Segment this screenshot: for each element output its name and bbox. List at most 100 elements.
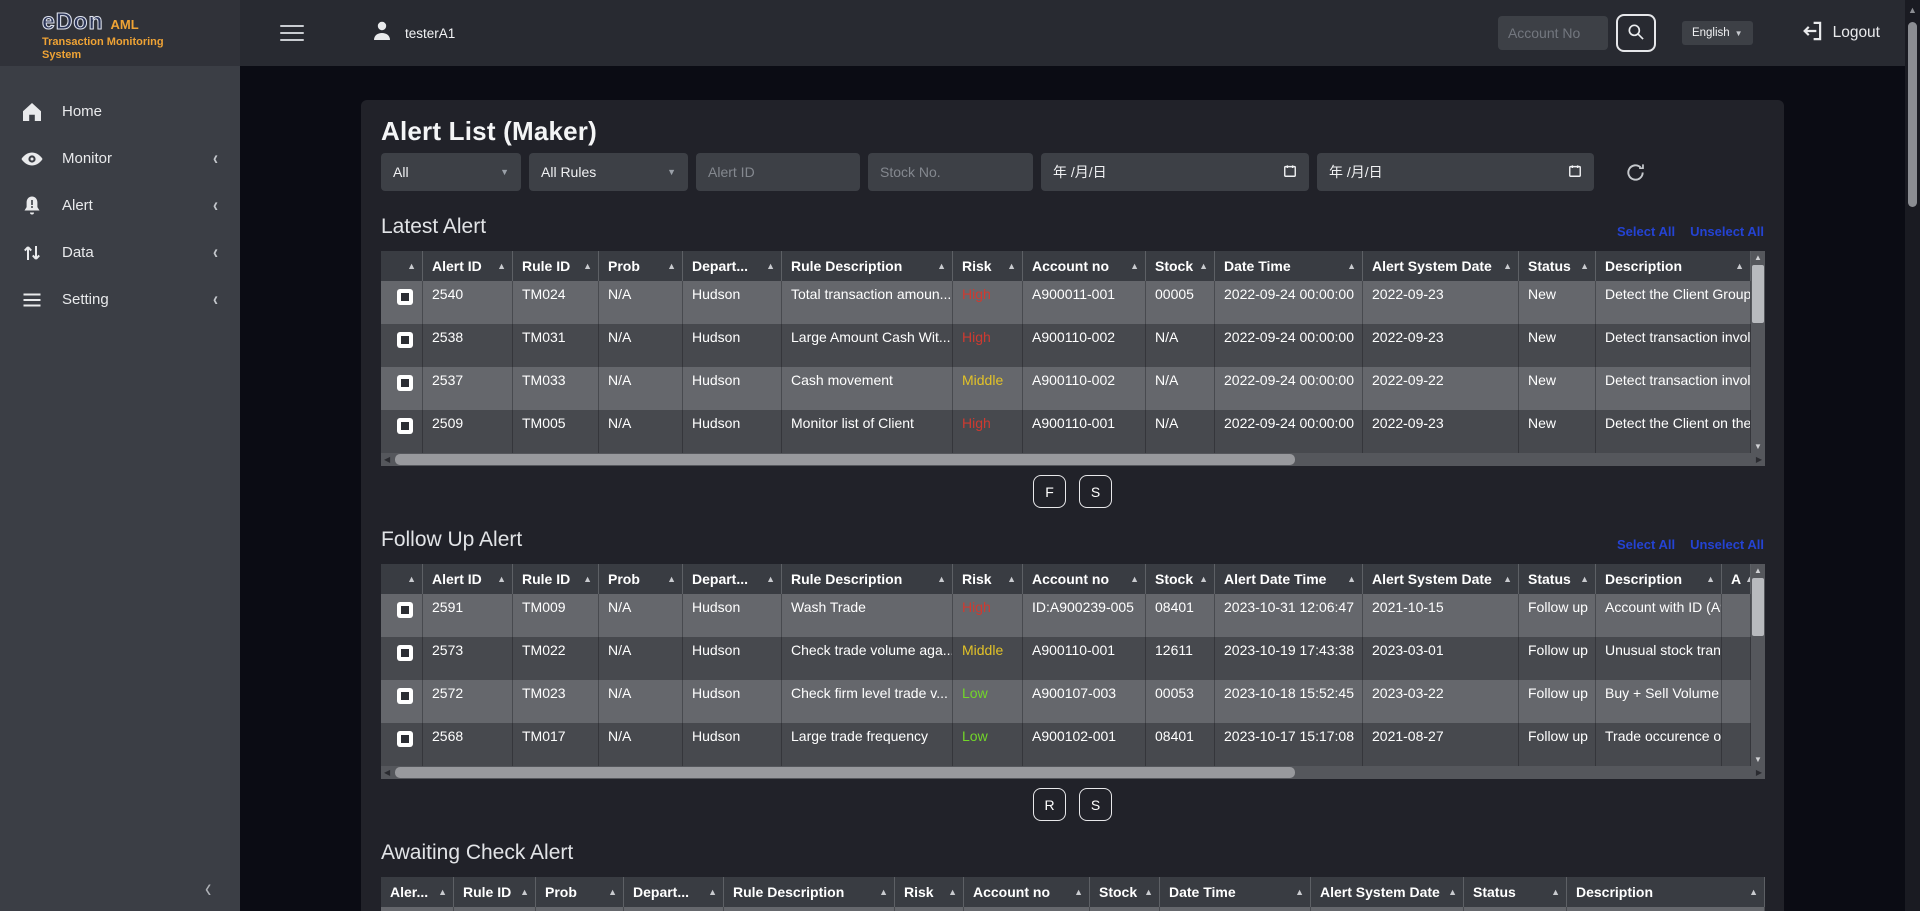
- column-header[interactable]: Alert System Date ▲: [1363, 251, 1519, 281]
- column-header[interactable]: Status ▲: [1519, 564, 1596, 594]
- column-header[interactable]: Stock ▲: [1146, 564, 1215, 594]
- window-scrollbar[interactable]: ▲: [1905, 0, 1920, 911]
- column-header[interactable]: Date Time ▲: [1215, 251, 1363, 281]
- column-header[interactable]: Status ▲: [1464, 877, 1567, 907]
- row-checkbox[interactable]: [397, 289, 413, 305]
- table-cell: 2574: [381, 907, 454, 911]
- column-header[interactable]: Description ▲: [1596, 251, 1751, 281]
- column-header[interactable]: Status ▲: [1519, 251, 1596, 281]
- row-checkbox[interactable]: [397, 375, 413, 391]
- column-header[interactable]: Rule Description ▲: [782, 251, 953, 281]
- scrollbar-thumb[interactable]: [395, 454, 1295, 465]
- column-header[interactable]: Account no ▲: [1023, 251, 1146, 281]
- row-checkbox[interactable]: [397, 332, 413, 348]
- search-button[interactable]: [1615, 14, 1656, 52]
- refresh-icon[interactable]: [1624, 161, 1647, 184]
- column-header[interactable]: Depart... ▲: [683, 564, 782, 594]
- column-header[interactable]: Prob ▲: [536, 877, 624, 907]
- language-button[interactable]: English ▼: [1681, 21, 1753, 45]
- column-header[interactable]: Prob ▲: [599, 564, 683, 594]
- type-select[interactable]: All ▼: [381, 153, 521, 191]
- sidebar-item-alert[interactable]: Alert ‹: [0, 182, 240, 229]
- column-header[interactable]: Rule ID ▲: [513, 251, 599, 281]
- column-header[interactable]: Description ▲: [1567, 877, 1765, 907]
- column-header[interactable]: Alert System Date ▲: [1311, 877, 1464, 907]
- scroll-left-icon[interactable]: ◀: [384, 455, 391, 464]
- sidebar-collapse-chevron[interactable]: ‹: [205, 874, 212, 904]
- scroll-up-icon[interactable]: ▲: [1754, 253, 1762, 262]
- scrollbar-thumb[interactable]: [1752, 265, 1764, 323]
- column-header[interactable]: Rule ID ▲: [513, 564, 599, 594]
- scroll-left-icon[interactable]: ◀: [384, 768, 391, 777]
- checkbox-column-header[interactable]: ▲: [381, 251, 423, 281]
- f-button[interactable]: F: [1033, 475, 1066, 508]
- row-checkbox[interactable]: [397, 645, 413, 661]
- rules-select[interactable]: All Rules ▼: [529, 153, 688, 191]
- column-header[interactable]: Depart... ▲: [683, 251, 782, 281]
- table-vertical-scrollbar[interactable]: ▲ ▼: [1751, 564, 1765, 766]
- row-checkbox[interactable]: [397, 418, 413, 434]
- checkbox-column-header[interactable]: ▲: [381, 564, 423, 594]
- row-checkbox[interactable]: [397, 688, 413, 704]
- column-header[interactable]: Risk ▲: [953, 564, 1023, 594]
- unselect-all-link[interactable]: Unselect All: [1690, 224, 1764, 239]
- date-from-input[interactable]: 年 /月/日: [1041, 153, 1309, 191]
- column-header[interactable]: Depart... ▲: [624, 877, 724, 907]
- table-horizontal-scrollbar[interactable]: ◀ ▶: [381, 453, 1765, 466]
- sidebar-item-setting[interactable]: Setting ‹: [0, 276, 240, 323]
- scroll-right-icon[interactable]: ▶: [1755, 455, 1762, 464]
- column-header[interactable]: Stock ▲: [1146, 251, 1215, 281]
- calendar-icon[interactable]: [1568, 164, 1582, 181]
- account-no-input[interactable]: [1497, 16, 1608, 50]
- latest-alert-table: ▲ Alert ID ▲ Rule ID ▲ Prob ▲ Depart... ▲ Rule De…: [381, 251, 1765, 466]
- scrollbar-thumb[interactable]: [395, 767, 1295, 778]
- scroll-down-icon[interactable]: ▼: [1754, 442, 1762, 451]
- scrollbar-thumb[interactable]: [1752, 578, 1764, 636]
- r-button[interactable]: R: [1033, 788, 1066, 821]
- column-header[interactable]: Risk ▲: [895, 877, 964, 907]
- column-header[interactable]: Rule Description ▲: [724, 877, 895, 907]
- column-header[interactable]: Alert Date Time ▲: [1215, 564, 1363, 594]
- calendar-icon[interactable]: [1283, 164, 1297, 181]
- date-to-input[interactable]: 年 /月/日: [1317, 153, 1594, 191]
- row-checkbox[interactable]: [397, 731, 413, 747]
- select-all-link[interactable]: Select All: [1617, 537, 1676, 552]
- hamburger-menu-icon[interactable]: [280, 20, 304, 46]
- unselect-all-link[interactable]: Unselect All: [1690, 537, 1764, 552]
- sidebar-item-home[interactable]: Home: [0, 88, 240, 135]
- row-checkbox[interactable]: [397, 602, 413, 618]
- s-button[interactable]: S: [1079, 475, 1112, 508]
- column-header[interactable]: Account no ▲: [964, 877, 1090, 907]
- sidebar-item-monitor[interactable]: Monitor ‹: [0, 135, 240, 182]
- scroll-right-icon[interactable]: ▶: [1755, 768, 1762, 777]
- user-chip[interactable]: testerA1: [370, 19, 455, 48]
- column-header[interactable]: Alert ID ▲: [423, 564, 513, 594]
- column-header-label: Alert ID: [432, 571, 482, 587]
- alert-id-input[interactable]: [696, 153, 860, 191]
- sidebar-nav: Home Monitor ‹ Alert ‹ Data ‹: [0, 66, 240, 323]
- logout-button[interactable]: Logout: [1799, 18, 1880, 49]
- s-button[interactable]: S: [1079, 788, 1112, 821]
- table-horizontal-scrollbar[interactable]: ◀ ▶: [381, 766, 1765, 779]
- column-header[interactable]: A▲: [1722, 564, 1751, 594]
- sidebar-item-data[interactable]: Data ‹: [0, 229, 240, 276]
- column-header[interactable]: Alert System Date ▲: [1363, 564, 1519, 594]
- column-header[interactable]: Date Time ▲: [1160, 877, 1311, 907]
- column-header[interactable]: Rule Description ▲: [782, 564, 953, 594]
- stock-no-input[interactable]: [868, 153, 1033, 191]
- scrollbar-thumb[interactable]: [1908, 22, 1917, 207]
- column-header[interactable]: Account no ▲: [1023, 564, 1146, 594]
- scroll-up-icon[interactable]: ▲: [1754, 566, 1762, 575]
- table-row: 2572 TM023 N/A Hudson Check firm level trade…: [381, 680, 1765, 723]
- column-header[interactable]: Rule ID ▲: [454, 877, 536, 907]
- select-all-link[interactable]: Select All: [1617, 224, 1676, 239]
- column-header[interactable]: Description ▲: [1596, 564, 1722, 594]
- column-header[interactable]: Alert ID ▲: [423, 251, 513, 281]
- table-vertical-scrollbar[interactable]: ▲ ▼: [1751, 251, 1765, 453]
- scroll-up-icon[interactable]: ▲: [1908, 5, 1917, 15]
- column-header[interactable]: Risk ▲: [953, 251, 1023, 281]
- column-header[interactable]: Stock ▲: [1090, 877, 1160, 907]
- scroll-down-icon[interactable]: ▼: [1754, 755, 1762, 764]
- column-header[interactable]: Prob ▲: [599, 251, 683, 281]
- column-header[interactable]: Aler... ▲: [381, 877, 454, 907]
